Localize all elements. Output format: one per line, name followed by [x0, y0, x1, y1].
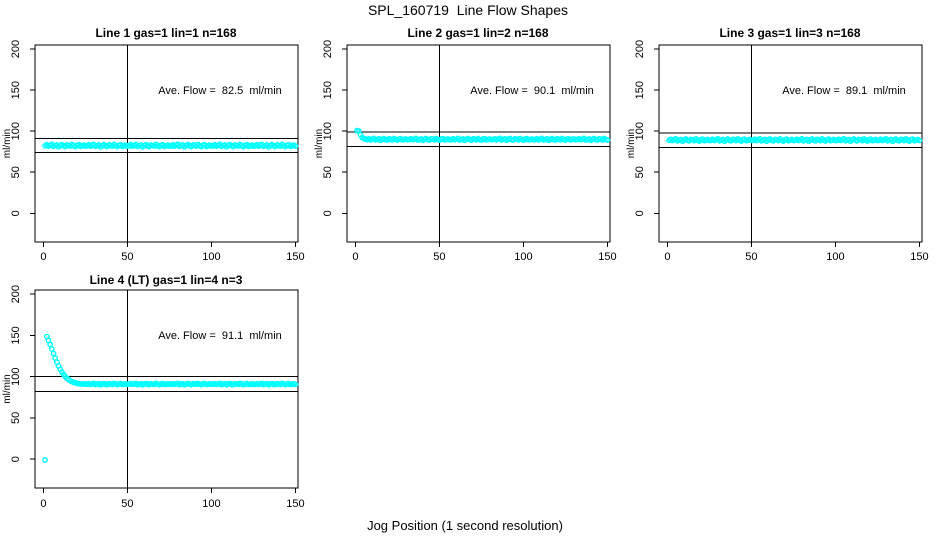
y-tick-label: 0	[10, 456, 22, 462]
y-tick-label: 200	[322, 40, 334, 58]
x-tick-label: 0	[352, 251, 358, 263]
y-tick-label: 150	[10, 81, 22, 99]
x-tick-label: 0	[40, 251, 46, 263]
y-tick-label: 150	[322, 81, 334, 99]
y-tick-label: 50	[10, 412, 22, 424]
y-tick-label: 0	[10, 210, 22, 216]
ave-flow-annotation: Ave. Flow = 89.1 ml/min	[782, 85, 906, 97]
y-tick-label: 100	[634, 122, 646, 140]
data-point	[42, 457, 48, 463]
y-tick-label: 200	[634, 40, 646, 58]
data-point	[292, 143, 299, 149]
x-tick-label: 100	[826, 251, 844, 263]
y-tick-label: 50	[634, 166, 646, 178]
ave-flow-annotation: Ave. Flow = 82.5 ml/min	[158, 85, 282, 97]
subplot-line-3: Line 3 gas=1 lin=3 n=168 Ave. Flow = 89.…	[626, 26, 929, 263]
subplot-title: Line 2 gas=1 lin=2 n=168	[407, 26, 548, 40]
ave-flow-annotation: Ave. Flow = 91.1 ml/min	[158, 330, 282, 342]
x-tick-label: 0	[40, 498, 46, 510]
ave-flow-annotation: Ave. Flow = 90.1 ml/min	[470, 85, 594, 97]
x-tick-label: 150	[598, 251, 616, 263]
x-tick-label: 50	[433, 251, 445, 263]
data-point	[48, 346, 55, 352]
y-tick-label: 150	[10, 326, 22, 344]
y-tick-label: 100	[10, 122, 22, 140]
x-tick-label: 100	[202, 251, 220, 263]
x-tick-label: 150	[286, 251, 304, 263]
y-axis-label: ml/min	[626, 129, 637, 158]
subplot-title: Line 1 gas=1 lin=1 n=168	[95, 26, 236, 40]
subplot-line-4: Line 4 (LT) gas=1 lin=4 n=3 Ave. Flow = …	[2, 273, 305, 510]
x-tick-label: 50	[745, 251, 757, 263]
subplot-title: Line 3 gas=1 lin=3 n=168	[719, 26, 860, 40]
data-point	[47, 341, 54, 348]
plot-border	[34, 44, 299, 243]
data-point	[604, 137, 611, 144]
data-point	[916, 137, 923, 144]
y-tick-label: 150	[634, 81, 646, 99]
plot-border	[658, 44, 923, 243]
subplot-line-2: Line 2 gas=1 lin=2 n=168 Ave. Flow = 90.…	[314, 26, 617, 263]
x-tick-label: 50	[121, 498, 133, 510]
x-tick-label: 0	[664, 251, 670, 263]
y-axis-label: ml/min	[2, 129, 13, 158]
figure-title: SPL_160719 Line Flow Shapes	[368, 2, 568, 18]
plot-border	[346, 44, 611, 243]
x-tick-label: 100	[514, 251, 532, 263]
subplot-title: Line 4 (LT) gas=1 lin=4 n=3	[90, 273, 243, 287]
y-tick-label: 50	[322, 166, 334, 178]
y-tick-label: 0	[634, 210, 646, 216]
y-tick-label: 100	[322, 122, 334, 140]
plot-border	[34, 289, 299, 489]
x-tick-label: 100	[202, 498, 220, 510]
x-tick-label: 150	[286, 498, 304, 510]
data-point	[292, 381, 299, 388]
y-tick-label: 200	[10, 285, 22, 303]
y-tick-label: 50	[10, 166, 22, 178]
y-tick-label: 0	[322, 210, 334, 216]
data-point	[50, 350, 57, 357]
y-tick-label: 100	[10, 367, 22, 385]
y-axis-label: ml/min	[2, 374, 13, 403]
x-tick-label: 150	[910, 251, 928, 263]
subplot-line-1: Line 1 gas=1 lin=1 n=168 Ave. Flow = 82.…	[2, 26, 305, 263]
x-tick-label: 50	[121, 251, 133, 263]
global-x-axis-label: Jog Position (1 second resolution)	[367, 518, 563, 533]
y-tick-label: 200	[10, 40, 22, 58]
y-axis-label: ml/min	[314, 129, 325, 158]
